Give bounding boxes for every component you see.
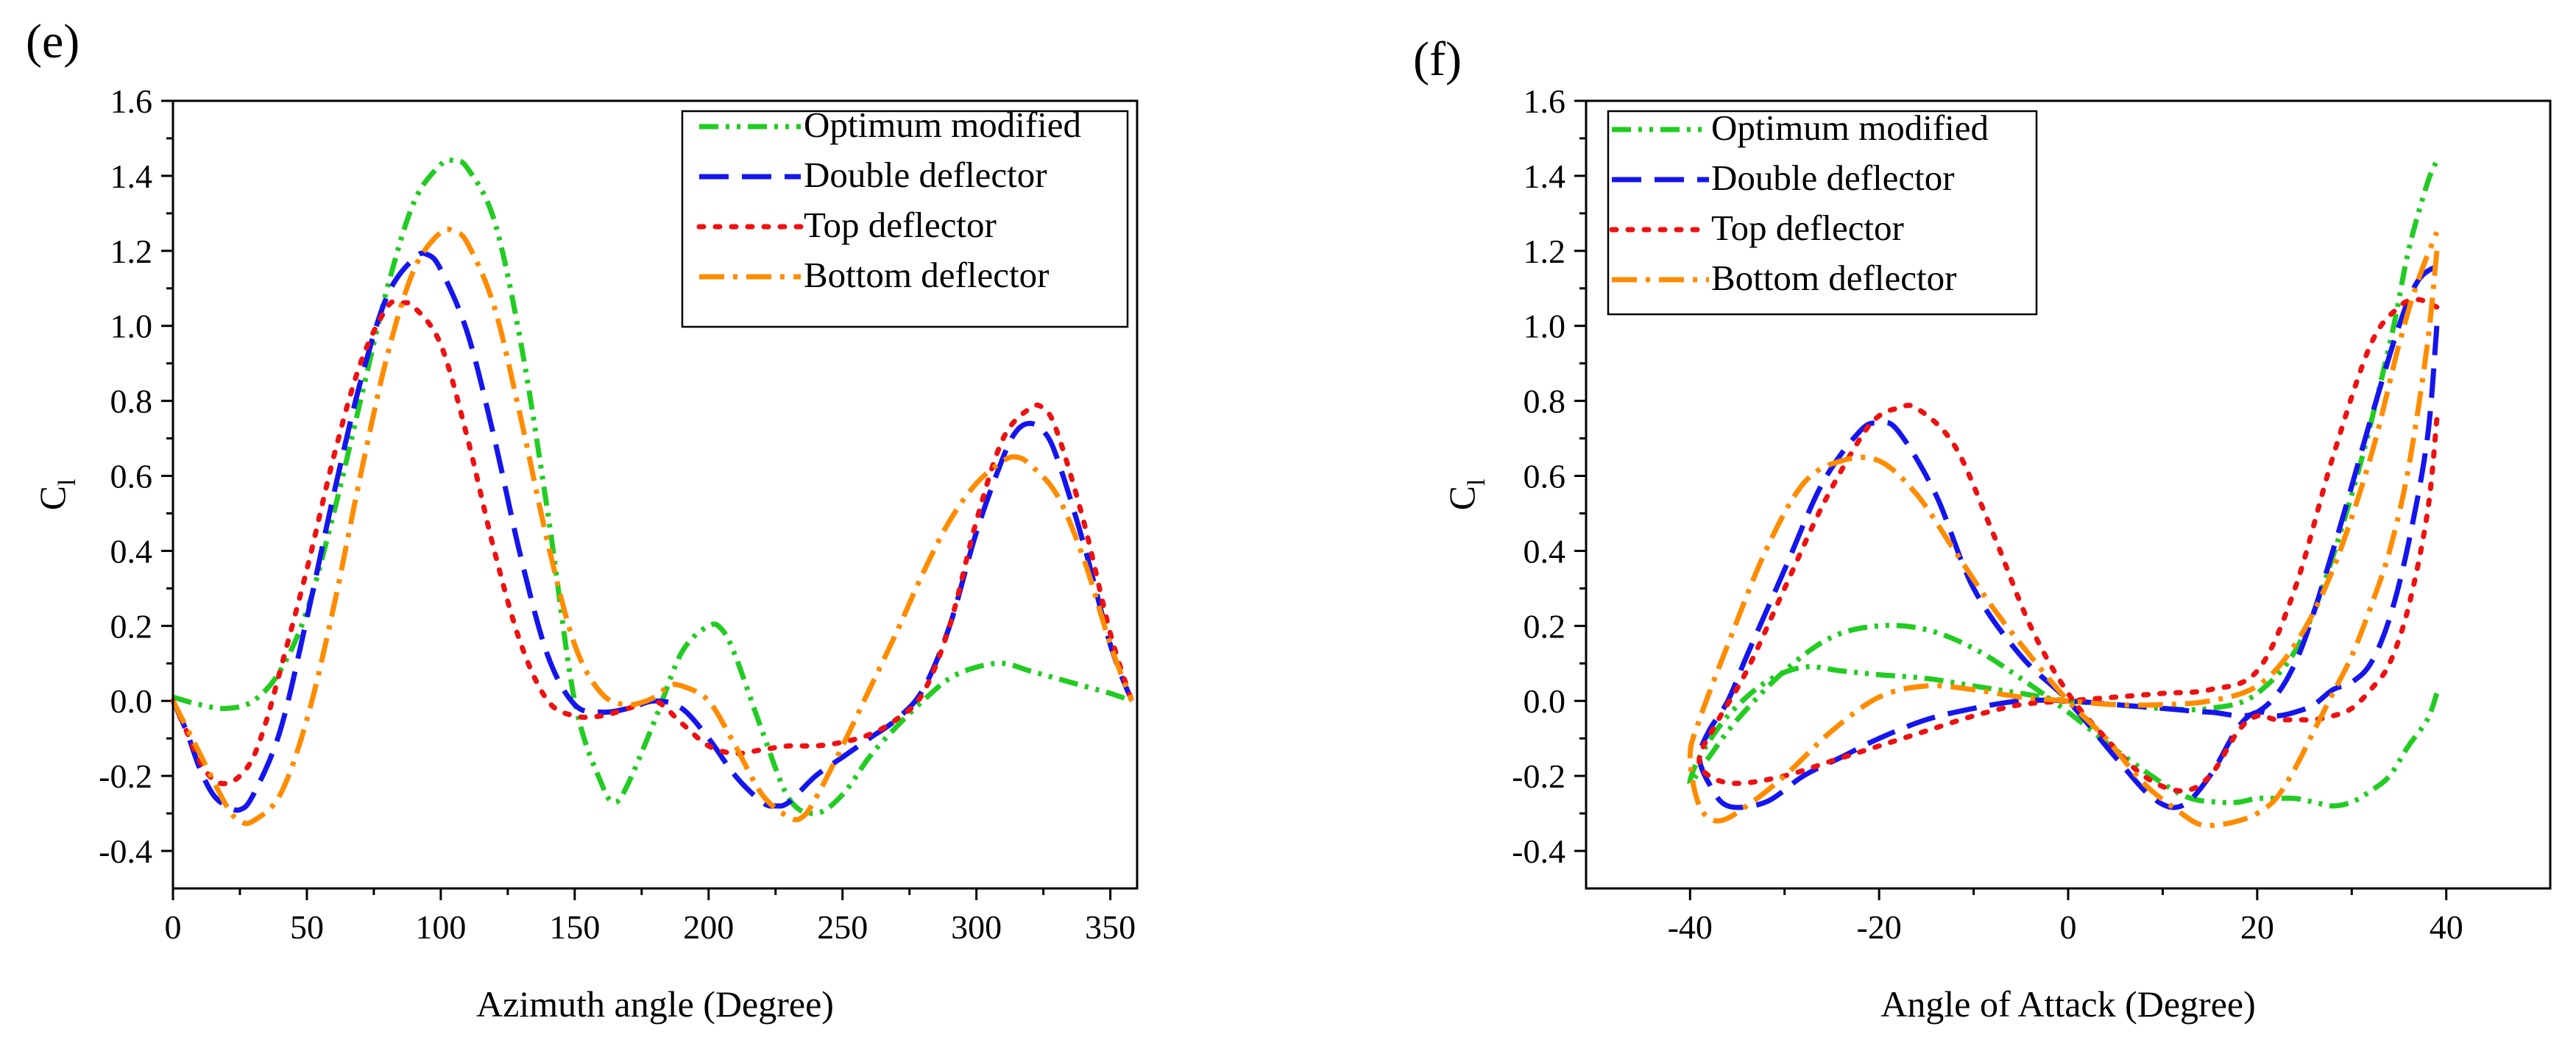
series-line-f-top-deflector [1696,297,2440,793]
y-axis-title-sub-e: l [54,479,81,486]
y-tick-label-f: 1.2 [1524,233,1566,270]
series-line-f-bottom-deflector [1687,231,2440,829]
y-tick-label-e: 1.6 [110,82,153,120]
svg-text:Cl: Cl [1441,479,1490,511]
y-axis-title-f: Cl [1441,479,1490,511]
legend-f: Optimum modified Double deflector Top defl… [1607,107,2038,316]
legend-label-e: Top deflector [804,205,997,245]
x-tick-label-f: 40 [2430,908,2463,946]
y-tick-label-f: -0.4 [1512,832,1565,870]
y-tick-label-f: 0.2 [1524,607,1566,645]
legend-label-f: Bottom deflector [1711,258,1956,298]
y-axis-title-e: Cl [32,479,81,511]
ticks-e: 0 50 100 150 200 250 300 350 -0.4 -0.2 0.0 0.2 0.4 0.… [99,82,1136,946]
series-line-e-optimum-modified [172,157,1133,816]
y-tick-label-e: 0.0 [110,682,153,720]
y-tick-label-e: 0.6 [110,458,153,495]
ticks-f: -40 -20 0 20 40 -0.4 -0.2 0.0 0.2 0.4 0.6 0.8 1.0 1.2… [1512,82,2463,946]
x-tick-label-e: 100 [415,908,466,946]
y-axis-title-main-e: C [32,486,73,510]
x-tick-label-e: 300 [951,908,1002,946]
legend-box-e [681,110,1129,328]
chart-panel-e: (e) 0 50 100 150 200 250 300 350-0.4-0.20.00.20… [26,15,1139,1025]
series-line-f-double-deflector [1696,264,2440,810]
panel-label-f: (f) [1413,32,1462,86]
x-tick-label-e: 150 [549,908,600,946]
x-tick-label-f: -40 [1668,908,1713,946]
x-tick-label-e: 250 [817,908,868,946]
y-axis-title-main-f: C [1441,486,1482,510]
y-tick-label-e: 0.8 [110,383,153,420]
x-tick-label-f: -20 [1856,908,1901,946]
axes-frame-f [1585,99,2552,890]
y-tick-label-e: -0.2 [99,757,152,795]
x-tick-label-e: 350 [1085,908,1136,946]
series-line-f-optimum-modified [1687,160,2440,809]
plot-area-f [1687,160,2440,829]
y-tick-label-f: 1.0 [1524,308,1566,345]
x-axis-title-f: Angle of Attack (Degree) [1880,983,2256,1025]
y-tick-label-f: 0.4 [1524,532,1566,570]
legend-label-e: Double deflector [804,155,1047,195]
chart-panel-f: (f) -40 -20 0 20 40 -0.4 -0.2 0.0 0.2 0.4 0.6 0.8 1.… [1413,32,2552,1025]
axes-frame-e [171,99,1139,890]
x-tick-label-f: 0 [2060,908,2077,946]
panel-label-e: (e) [26,15,79,68]
y-tick-label-f: 0.6 [1524,458,1566,495]
x-tick-label-e: 0 [165,908,182,946]
legend-label-f: Double deflector [1711,158,1955,198]
series-line-e-bottom-deflector [170,226,1134,827]
y-tick-label-e: 1.2 [110,233,153,270]
legend-label-f: Optimum modified [1711,107,1989,148]
y-tick-label-e: 0.2 [110,607,153,645]
svg-text:Cl: Cl [32,479,81,511]
x-tick-label-e: 50 [290,908,324,946]
x-axis-title-e: Azimuth angle (Degree) [476,983,834,1025]
y-tick-label-e: -0.4 [99,832,152,870]
y-tick-label-e: 0.4 [110,532,153,570]
y-tick-label-f: 0.8 [1524,383,1566,420]
y-tick-label-e: 1.0 [110,308,153,345]
legend-label-e: Optimum modified [804,105,1081,145]
y-tick-label-f: 1.4 [1524,158,1566,195]
legend-e: Optimum modified Double deflector Top defl… [681,105,1129,328]
y-tick-label-f: -0.2 [1512,757,1565,795]
y-tick-label-f: 0.0 [1524,682,1566,720]
y-tick-label-e: 1.4 [110,158,153,195]
legend-label-f: Top deflector [1711,208,1904,248]
x-tick-label-e: 200 [683,908,734,946]
y-tick-label-f: 1.6 [1524,82,1566,120]
plot-area-e [170,157,1135,827]
x-tick-label-f: 20 [2240,908,2274,946]
series-line-e-top-deflector [170,299,1135,787]
y-axis-title-sub-f: l [1463,479,1490,486]
legend-label-e: Bottom deflector [804,255,1049,295]
